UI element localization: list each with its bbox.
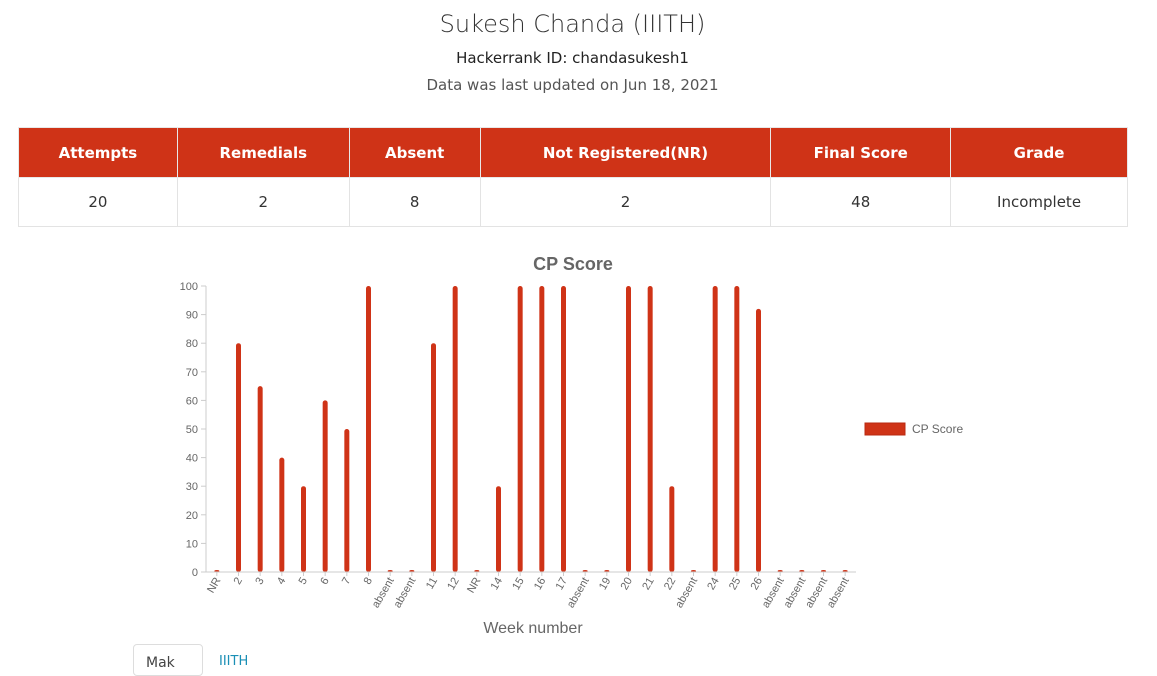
legend-label: CP Score: [912, 422, 963, 436]
y-tick-label: 70: [186, 367, 198, 379]
bar[interactable]: [257, 386, 263, 572]
x-tick-label: 26: [749, 576, 766, 593]
bar[interactable]: [496, 486, 501, 572]
x-tick-label: 22: [662, 576, 679, 593]
x-tick-label: NR: [465, 575, 483, 595]
bar[interactable]: [712, 286, 718, 572]
hackerrank-id: Hackerrank ID: chandasukesh1: [456, 49, 689, 67]
x-tick-label: NR: [205, 575, 223, 595]
y-tick-label: 80: [186, 338, 198, 350]
x-tick-label: absent: [565, 576, 592, 611]
y-tick-label: 90: [186, 310, 198, 322]
x-tick-label: 11: [424, 576, 440, 592]
header-absent: Absent: [348, 127, 481, 178]
x-tick-label: 3: [253, 576, 266, 587]
bar[interactable]: [539, 286, 545, 572]
y-tick-label: 20: [186, 510, 198, 522]
x-tick-label: 17: [554, 576, 571, 593]
x-tick-label: 19: [597, 576, 614, 593]
header-remedials: Remedials: [176, 127, 350, 178]
x-tick-label: 24: [705, 576, 722, 593]
y-tick-label: 100: [180, 281, 198, 293]
y-tick-label: 0: [192, 567, 198, 579]
bar[interactable]: [301, 486, 306, 572]
bars: [214, 286, 848, 572]
header-grade: Grade: [950, 127, 1128, 178]
bottom-button[interactable]: Mak: [133, 644, 203, 676]
bar[interactable]: [366, 286, 371, 572]
cp-score-chart: CP Score 0 10 20 30 40 50 60 70 80 90 100 NR 2 3 4 5 6 7…: [180, 254, 964, 637]
bottom-link[interactable]: IIITH: [219, 654, 249, 669]
value-not-registered: 2: [479, 177, 772, 227]
header-final-score: Final Score: [770, 127, 952, 178]
bar[interactable]: [452, 286, 458, 572]
x-tick-label: 8: [362, 576, 375, 587]
bar[interactable]: [669, 486, 675, 572]
y-tick-label: 50: [186, 424, 198, 436]
x-tick-label: 14: [489, 576, 506, 593]
x-tick-label: 12: [445, 576, 462, 593]
value-attempts: 20: [18, 177, 178, 227]
bar[interactable]: [626, 286, 631, 572]
bottom-button-label: Mak: [146, 655, 175, 671]
value-grade: Incomplete: [950, 177, 1128, 227]
y-tick-label: 40: [186, 453, 198, 465]
bar[interactable]: [734, 286, 740, 572]
x-tick-label: 6: [318, 576, 331, 587]
y-tick-label: 60: [186, 395, 198, 407]
bar[interactable]: [236, 343, 241, 572]
x-tick-label: 7: [340, 576, 353, 587]
y-axis: 0 10 20 30 40 50 60 70 80 90 100: [180, 281, 207, 579]
legend[interactable]: CP Score: [864, 422, 963, 436]
y-tick-label: 30: [186, 481, 198, 493]
header-attempts: Attempts: [18, 127, 178, 178]
y-tick-label: 10: [186, 538, 198, 550]
x-tick-label: 25: [727, 576, 744, 593]
student-name: Sukesh Chanda (IIITH): [439, 10, 706, 38]
x-tick-label: absent: [392, 576, 419, 611]
bar[interactable]: [279, 457, 285, 572]
value-final-score: 48: [770, 177, 952, 227]
x-tick-label: absent: [673, 576, 700, 611]
bar[interactable]: [561, 286, 566, 572]
x-tick-label: 15: [510, 576, 527, 593]
bar[interactable]: [344, 429, 350, 572]
x-tick-label: 4: [275, 576, 288, 587]
x-tick-label: 21: [640, 576, 657, 593]
summary-header-row: Attempts Remedials Absent Not Registered…: [18, 127, 1128, 178]
header-not-registered: Not Registered(NR): [479, 127, 772, 178]
value-remedials: 2: [176, 177, 350, 227]
chart-title: CP Score: [533, 254, 613, 274]
bar[interactable]: [322, 400, 328, 572]
x-tick-label: absent: [825, 576, 852, 611]
bar[interactable]: [431, 343, 436, 572]
last-updated: Data was last updated on Jun 18, 2021: [426, 76, 719, 94]
x-tick-label: 5: [297, 576, 310, 587]
x-axis-label: Week number: [483, 620, 583, 637]
legend-swatch: [864, 422, 906, 436]
summary-table: Attempts Remedials Absent Not Registered…: [18, 127, 1128, 227]
x-tick-label: 20: [619, 576, 636, 593]
bar[interactable]: [756, 308, 761, 572]
summary-value-row: 20 2 8 2 48 Incomplete: [18, 177, 1128, 227]
bar[interactable]: [647, 286, 653, 572]
bar[interactable]: [517, 286, 523, 572]
x-tick-label: 2: [232, 576, 245, 587]
x-tick-label: 16: [532, 576, 549, 593]
value-absent: 8: [348, 177, 481, 227]
